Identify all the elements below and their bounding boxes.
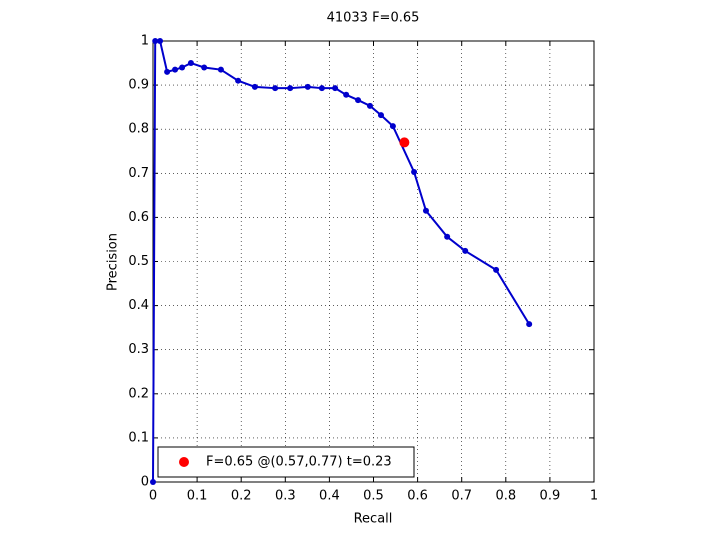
data-point <box>164 68 171 75</box>
data-point <box>272 85 279 92</box>
data-point <box>493 266 500 273</box>
data-point <box>332 85 339 92</box>
data-point <box>526 321 533 328</box>
x-tick-label: 0.4 <box>319 489 340 504</box>
y-tick-label: 0.6 <box>128 210 149 225</box>
data-point <box>150 479 156 485</box>
data-point <box>304 83 311 90</box>
y-tick-label: 0.9 <box>128 78 149 93</box>
legend-marker <box>179 457 189 467</box>
legend-label: F=0.65 @(0.57,0.77) t=0.23 <box>206 455 392 470</box>
data-point <box>251 83 258 90</box>
x-tick-label: 0.8 <box>495 489 516 504</box>
y-tick-label: 0.8 <box>128 122 149 137</box>
data-point <box>179 64 186 71</box>
data-point <box>422 207 429 214</box>
data-point <box>389 123 396 130</box>
legend-box <box>157 446 415 478</box>
x-tick-label: 0.2 <box>231 489 252 504</box>
x-axis-label: Recall <box>354 512 393 527</box>
data-point <box>444 233 451 240</box>
data-point <box>287 85 294 92</box>
data-point <box>201 64 208 71</box>
x-tick-label: 0.1 <box>187 489 208 504</box>
plot-frame <box>152 40 595 483</box>
data-point <box>377 112 384 119</box>
x-tick-label: 0.9 <box>540 489 561 504</box>
data-point <box>411 168 418 175</box>
data-point <box>235 77 242 84</box>
data-point <box>172 66 179 73</box>
y-tick-label: 0 <box>141 475 149 490</box>
data-point <box>343 91 350 98</box>
data-point <box>399 137 410 148</box>
y-tick-label: 0.5 <box>128 254 149 269</box>
chart-title: 41033 F=0.65 <box>327 11 420 26</box>
data-point <box>462 247 469 254</box>
y-tick-label: 0.4 <box>128 298 149 313</box>
data-point <box>318 85 325 92</box>
x-tick-label: 0.5 <box>363 489 384 504</box>
data-point <box>187 60 194 67</box>
y-tick-label: 0.3 <box>128 342 149 357</box>
x-tick-label: 1 <box>590 489 598 504</box>
x-tick-label: 0.7 <box>451 489 472 504</box>
y-tick-label: 1 <box>141 34 149 49</box>
y-tick-label: 0.2 <box>128 386 149 401</box>
data-point <box>157 38 164 44</box>
data-point <box>355 97 362 104</box>
x-tick-label: 0 <box>149 489 157 504</box>
data-point <box>152 38 159 44</box>
x-tick-label: 0.3 <box>275 489 296 504</box>
x-tick-label: 0.6 <box>407 489 428 504</box>
data-point <box>366 102 373 109</box>
y-axis-label: Precision <box>106 233 121 291</box>
y-tick-label: 0.7 <box>128 166 149 181</box>
data-point <box>217 66 224 73</box>
y-tick-label: 0.1 <box>128 430 149 445</box>
